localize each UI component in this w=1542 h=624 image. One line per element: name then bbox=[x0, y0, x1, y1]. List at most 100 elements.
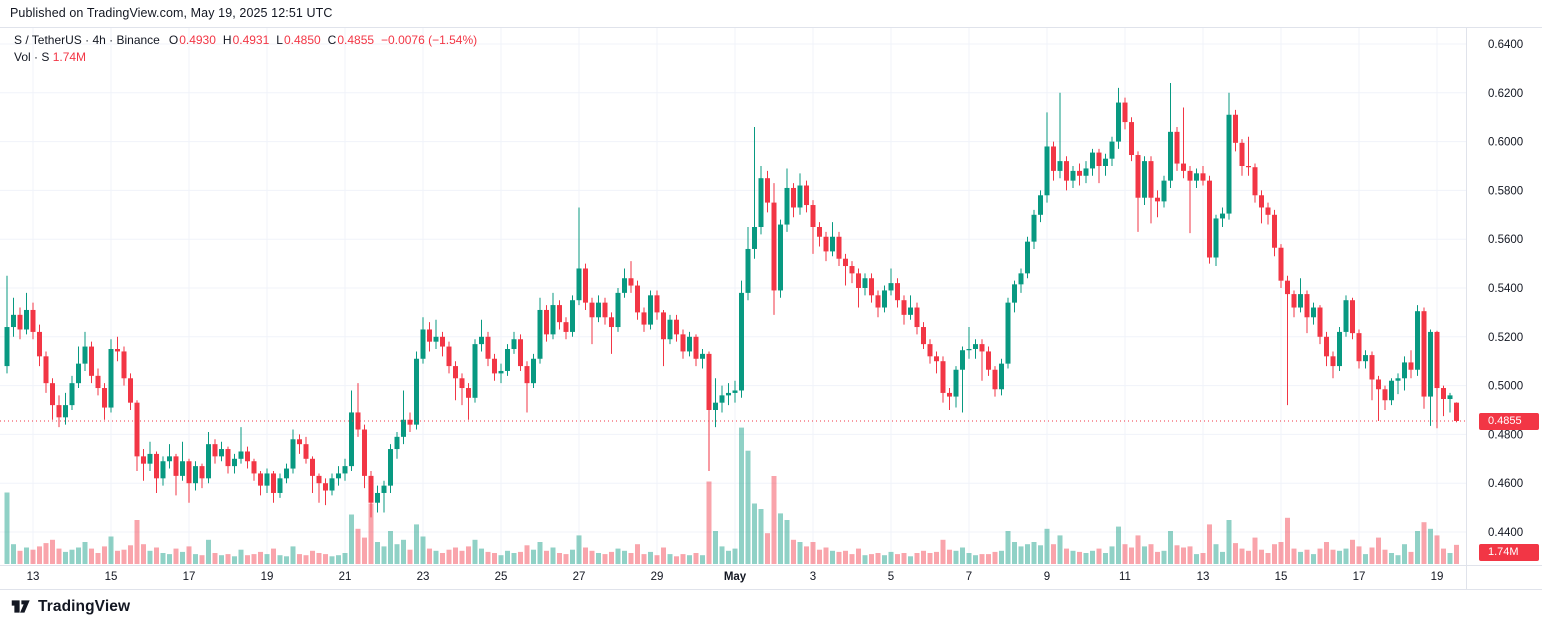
volume-bar bbox=[1343, 548, 1349, 564]
candle-up bbox=[1395, 378, 1401, 381]
candle-up bbox=[160, 461, 166, 479]
legend-volume-row: Vol · S 1.74M bbox=[14, 49, 477, 66]
volume-bar bbox=[888, 551, 894, 564]
candle-down bbox=[1324, 336, 1329, 357]
candle-down bbox=[1252, 167, 1258, 196]
candle-up bbox=[648, 295, 653, 325]
candle-up bbox=[882, 290, 887, 308]
candle-down bbox=[557, 305, 562, 323]
volume-bar bbox=[947, 549, 952, 564]
candle-down bbox=[199, 466, 205, 479]
volume-bar bbox=[609, 551, 614, 564]
candle-down bbox=[992, 369, 998, 390]
candle-down bbox=[661, 312, 666, 340]
volume-bar bbox=[336, 555, 341, 564]
volume-bar bbox=[1083, 553, 1089, 564]
candle-down bbox=[1278, 247, 1284, 281]
volume-bar bbox=[186, 546, 192, 564]
volume-bar bbox=[732, 548, 738, 564]
candle-up bbox=[1109, 141, 1115, 159]
volume-bar bbox=[1246, 550, 1251, 564]
volume-bar bbox=[758, 509, 764, 564]
volume-bar bbox=[1259, 549, 1264, 564]
volume-bar bbox=[979, 554, 985, 564]
candle-up bbox=[388, 449, 393, 486]
candle-down bbox=[895, 283, 900, 301]
candle-up bbox=[232, 458, 237, 467]
candle-up bbox=[1389, 380, 1394, 401]
symbol-title[interactable]: S / TetherUS · 4h · Binance bbox=[14, 33, 160, 47]
volume-bar bbox=[1369, 547, 1375, 564]
candle-up bbox=[420, 329, 426, 359]
volume-bar bbox=[141, 544, 146, 564]
candle-down bbox=[258, 473, 263, 486]
ohlc-high: H0.4931 bbox=[222, 33, 270, 47]
time-tick-label: 3 bbox=[810, 571, 816, 583]
volume-bar bbox=[823, 547, 829, 564]
candle-down bbox=[1233, 114, 1238, 143]
volume-bar bbox=[1265, 553, 1271, 564]
volume-bar bbox=[1200, 553, 1206, 564]
volume-bar bbox=[680, 554, 686, 564]
candle-up bbox=[511, 339, 517, 349]
volume-bar bbox=[121, 549, 127, 564]
volume-bar bbox=[1057, 535, 1063, 564]
candle-up bbox=[1103, 158, 1108, 166]
volume-bar bbox=[1304, 549, 1310, 564]
candle-down bbox=[310, 458, 315, 476]
candle-down bbox=[1239, 142, 1245, 166]
volume-bar bbox=[1025, 544, 1030, 564]
volume-bar bbox=[173, 548, 179, 564]
candle-down bbox=[43, 356, 49, 384]
volume-bar bbox=[219, 555, 224, 564]
volume-bar bbox=[537, 542, 543, 564]
price-tick-label: 0.6400 bbox=[1488, 39, 1523, 51]
volume-bar bbox=[199, 555, 205, 564]
candle-down bbox=[1259, 195, 1264, 208]
candle-up bbox=[960, 350, 965, 370]
candle-down bbox=[427, 329, 432, 342]
candle-up bbox=[1220, 213, 1225, 219]
volume-bar bbox=[355, 528, 361, 564]
volume-bar bbox=[1350, 539, 1355, 564]
candle-down bbox=[1382, 389, 1388, 401]
candle-up bbox=[1226, 114, 1232, 214]
volume-bar bbox=[342, 553, 348, 564]
volume-bar bbox=[1382, 549, 1388, 564]
candle-up bbox=[537, 309, 543, 359]
candle-up bbox=[290, 439, 296, 469]
candle-up bbox=[687, 336, 692, 352]
volume-bar bbox=[1324, 542, 1329, 564]
volume-bar bbox=[583, 547, 588, 564]
candle-down bbox=[706, 353, 712, 410]
candle-up bbox=[719, 395, 725, 403]
candle-up bbox=[76, 363, 81, 384]
volume-bar bbox=[901, 553, 907, 564]
candle-down bbox=[316, 475, 322, 484]
volume-bar bbox=[37, 546, 42, 564]
volume-title[interactable]: Vol · S bbox=[14, 50, 50, 64]
candle-down bbox=[563, 322, 569, 332]
volume-bar bbox=[992, 551, 998, 564]
volume-bar bbox=[1220, 551, 1225, 564]
tradingview-logo[interactable]: TradingView bbox=[10, 596, 130, 617]
candle-down bbox=[102, 388, 107, 408]
candle-up bbox=[1168, 131, 1173, 181]
candle-up bbox=[394, 436, 400, 450]
tradingview-logo-icon bbox=[11, 600, 30, 613]
volume-bar bbox=[1441, 548, 1446, 564]
volume-bar bbox=[1096, 548, 1102, 564]
candle-down bbox=[245, 451, 250, 462]
volume-bar bbox=[1278, 542, 1284, 564]
candle-up bbox=[505, 349, 510, 371]
price-tick-label: 0.4400 bbox=[1488, 527, 1523, 539]
candle-up bbox=[69, 383, 75, 406]
candle-down bbox=[1122, 102, 1128, 123]
time-tick-label: 15 bbox=[1275, 571, 1288, 583]
candle-up bbox=[219, 449, 224, 457]
candle-down bbox=[446, 346, 452, 367]
volume-bar bbox=[1317, 548, 1323, 564]
volume-bar bbox=[4, 492, 10, 564]
volume-bar bbox=[804, 546, 809, 564]
